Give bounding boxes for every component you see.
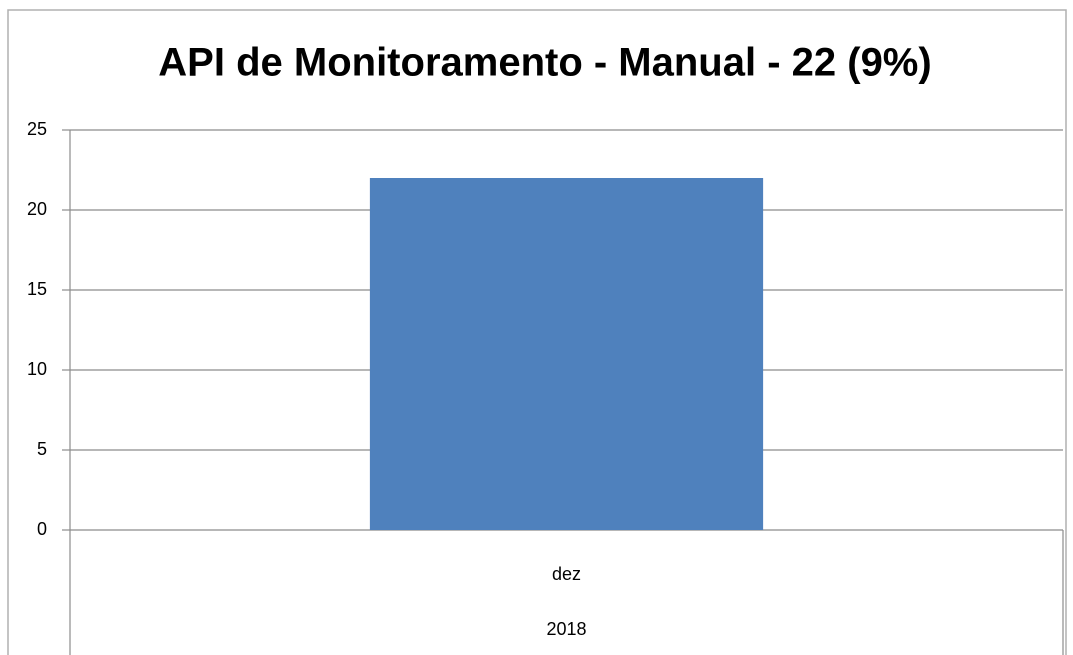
y-tick-label: 25 <box>27 119 47 139</box>
x-group-label: 2018 <box>546 619 586 639</box>
x-tick-label: dez <box>552 564 581 584</box>
bar <box>369 178 764 530</box>
y-tick-label: 5 <box>37 439 47 459</box>
y-tick-label: 20 <box>27 199 47 219</box>
y-tick-label: 15 <box>27 279 47 299</box>
y-tick-label: 0 <box>37 519 47 539</box>
chart-title: API de Monitoramento - Manual - 22 (9%) <box>158 41 931 85</box>
y-tick-label: 10 <box>27 359 47 379</box>
